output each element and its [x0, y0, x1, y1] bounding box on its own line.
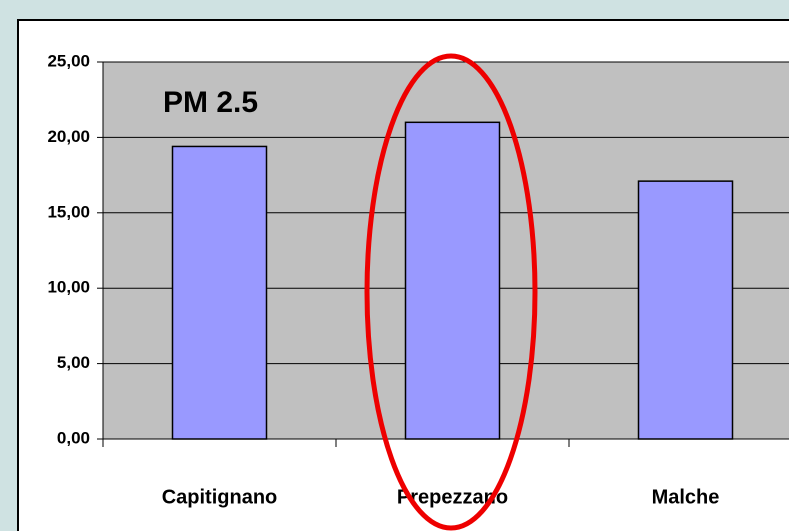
- y-tick-label: 10,00: [47, 278, 90, 297]
- bar: [171, 145, 268, 440]
- y-tick-label: 20,00: [47, 127, 90, 146]
- bar: [404, 121, 501, 440]
- x-tick-label: Malche: [652, 486, 720, 508]
- bar: [637, 180, 734, 440]
- highlight-ellipse: [364, 53, 538, 531]
- y-tick-label: 0,00: [57, 428, 90, 447]
- x-tick-label: Prepezzano: [397, 486, 508, 508]
- y-tick-label: 15,00: [47, 202, 90, 221]
- y-tick-label: 25,00: [47, 51, 90, 70]
- chart-title: PM 2.5: [163, 86, 258, 119]
- x-tick-label: Capitignano: [162, 486, 278, 508]
- y-tick-label: 5,00: [57, 353, 90, 372]
- bars: [171, 121, 734, 440]
- labels: 0,00 5,00 10,00 15,00 20,00 25,00 Capitignano P…: [47, 51, 719, 508]
